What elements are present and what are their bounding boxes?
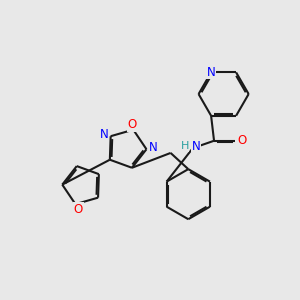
- Text: O: O: [127, 118, 136, 131]
- Text: N: N: [148, 141, 157, 154]
- Text: N: N: [207, 66, 215, 79]
- Text: N: N: [192, 140, 201, 153]
- Text: H: H: [180, 141, 189, 151]
- Text: O: O: [74, 203, 83, 216]
- Text: N: N: [100, 128, 109, 141]
- Text: O: O: [237, 134, 246, 147]
